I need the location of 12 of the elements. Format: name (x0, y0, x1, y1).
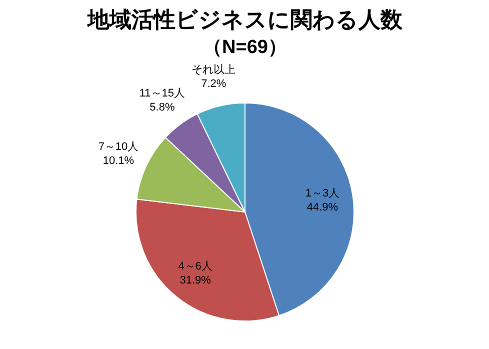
data-label: 44.9% (306, 202, 338, 214)
data-label: 31.9% (180, 274, 212, 287)
chart-title: 地域活性ビジネスに関わる人数 (86, 7, 404, 32)
data-label: 10.1% (102, 155, 134, 168)
slice-label: 7～10人 (98, 141, 139, 154)
data-label: 5.8% (150, 102, 175, 114)
slice-label: 4～6人 (178, 260, 212, 273)
chart-subtitle: （N=69） (203, 37, 287, 58)
slice-label: それ以上 (192, 63, 236, 76)
slice-label: 1～3人 (305, 188, 340, 200)
data-label: 7.2% (201, 78, 226, 90)
slice-label: 11～15人 (139, 88, 186, 100)
